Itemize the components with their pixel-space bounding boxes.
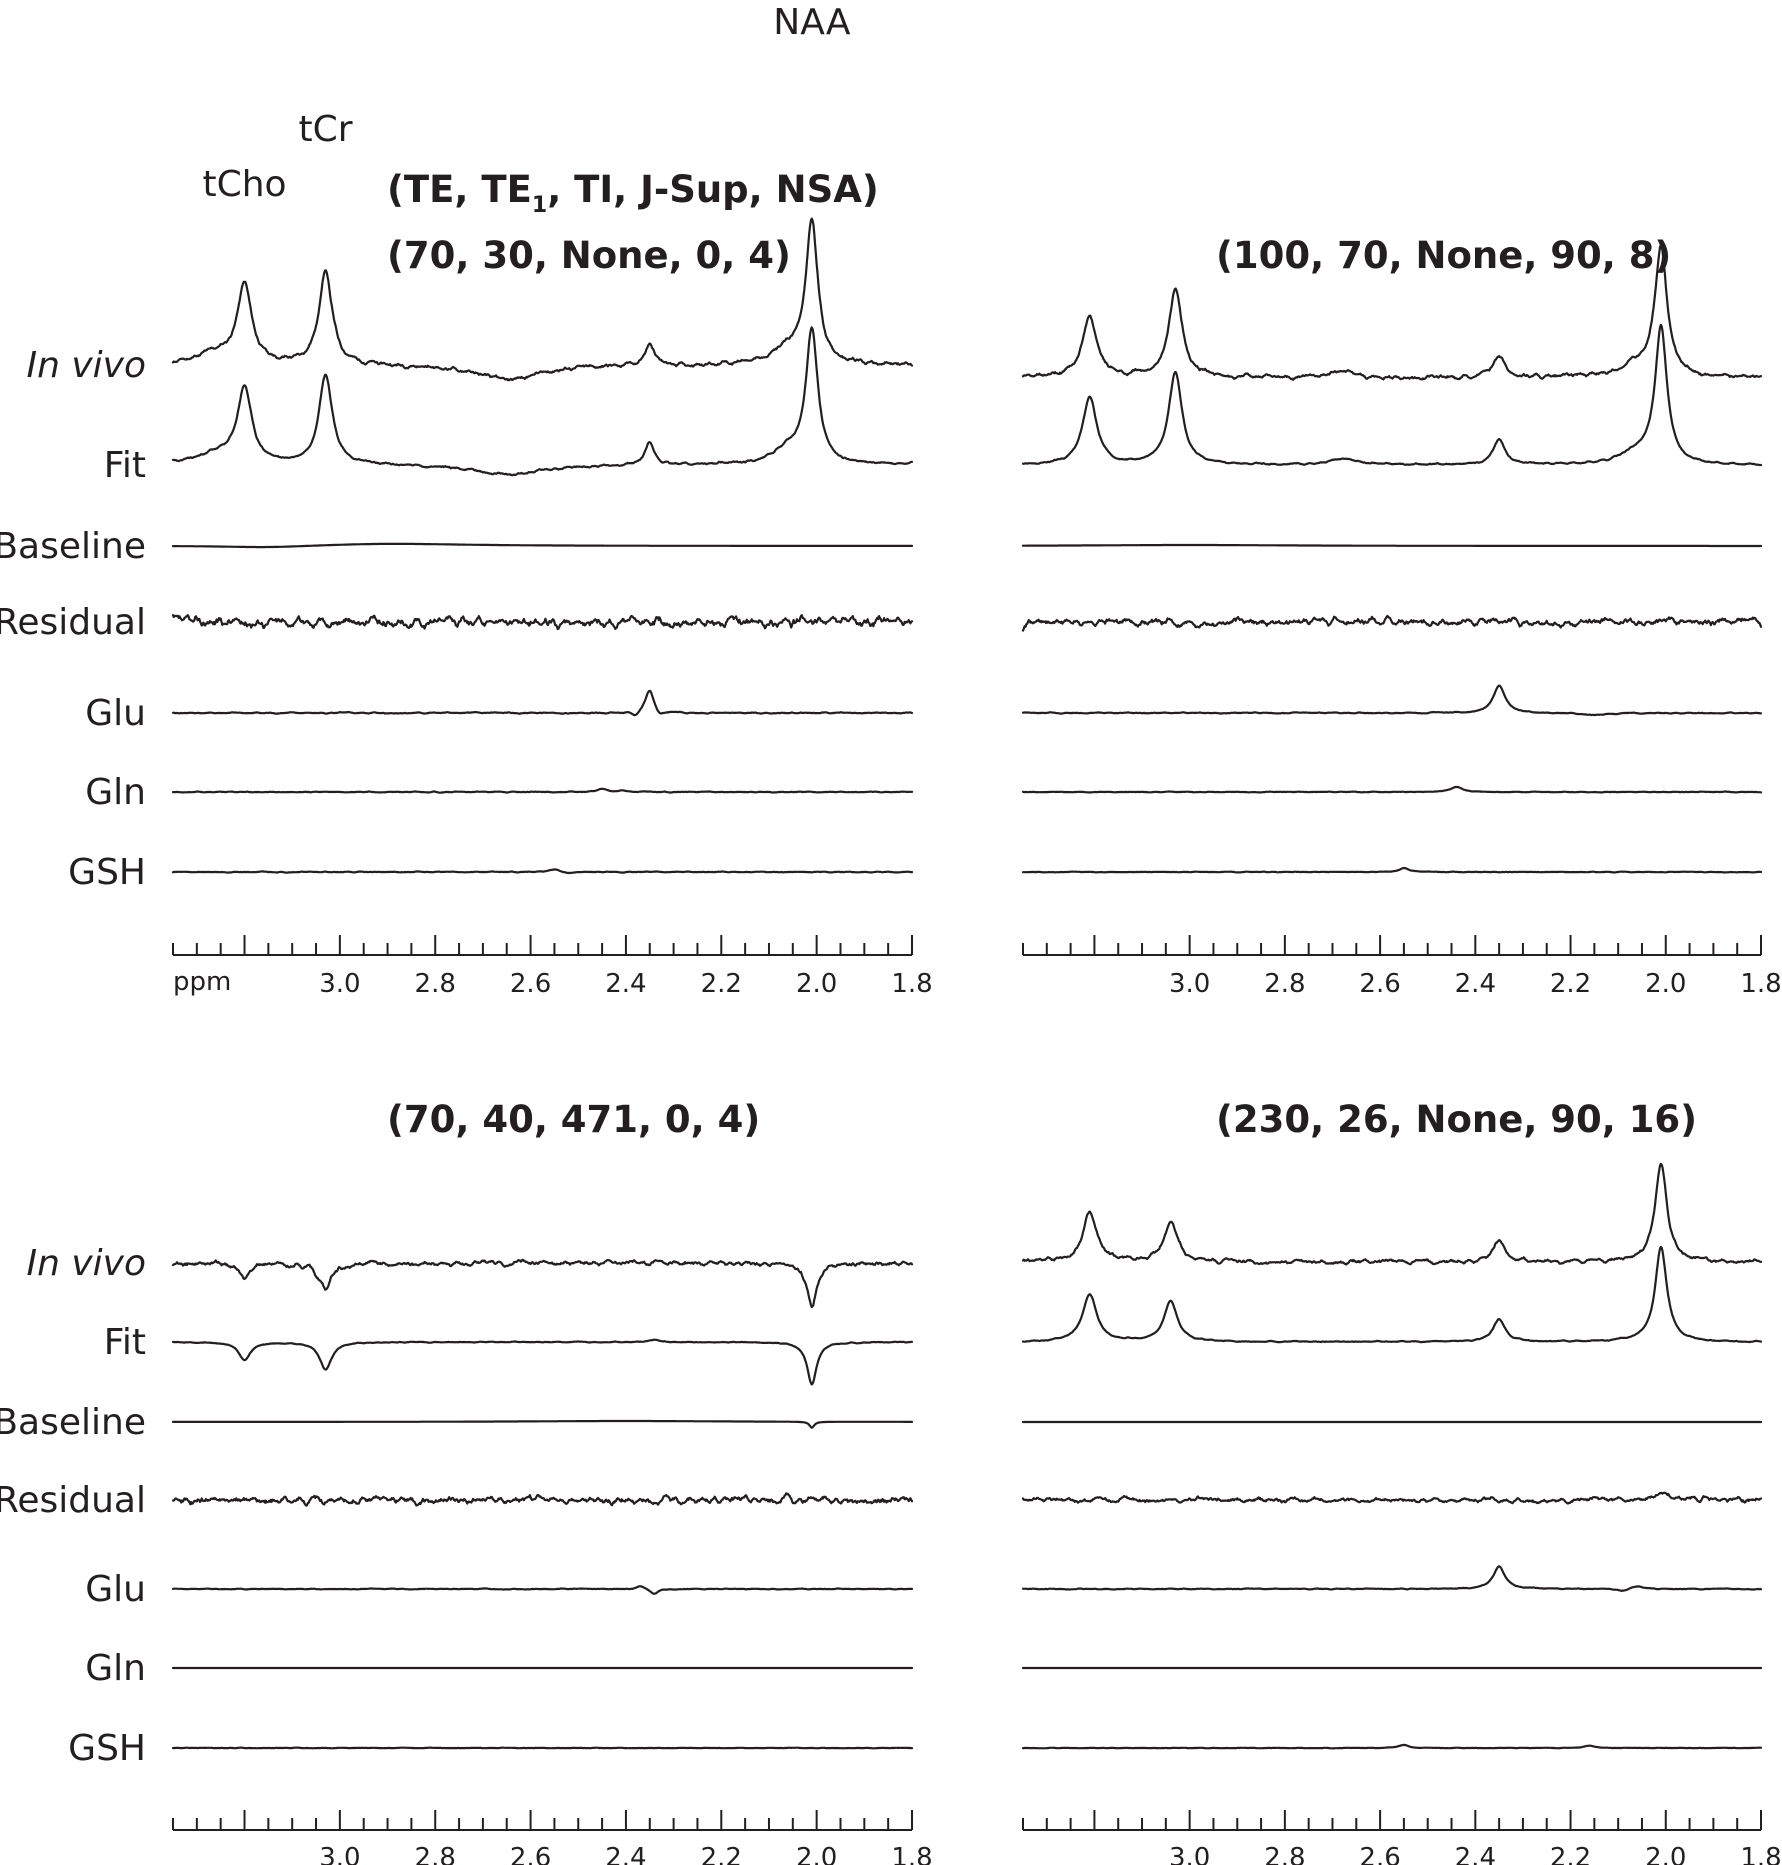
params-header-subscript: 1 [532,193,547,218]
trace-in-vivo [171,1258,914,1309]
trace-gsh [1021,866,1763,874]
peak-label-naa: NAA [773,2,851,43]
trace-fit [1021,1245,1763,1344]
tick-label: 2.6 [1359,1843,1400,1865]
trace-residual [1021,1491,1763,1505]
tick-label: 1.8 [1740,1843,1781,1865]
peak-label-tcho: tCho [202,164,286,205]
trace-residual [171,614,914,631]
trace-residual [1021,614,1763,632]
trace-baseline [1021,543,1763,548]
row-label-residual: Residual [0,602,146,643]
tick-label: 2.6 [510,1843,551,1865]
trace-gsh [1021,1743,1763,1750]
trace-baseline [171,542,914,549]
row-label-glu: Glu [85,693,146,734]
panel-top-right: (100, 70, None, 90, 8) 3.0 2.8 2.6 2.4 2.2 2.0… [1021,234,1782,999]
tick-label: 3.0 [1169,1843,1210,1865]
tick-label: 2.4 [1455,969,1496,999]
row-label-gsh: GSH [68,852,146,893]
params-header-part: (TE, TE [387,168,532,211]
trace-fit [171,1338,914,1386]
row-label-baseline: Baseline [0,526,146,567]
trace-residual [171,1492,914,1507]
row-label-gln: Gln [85,772,146,813]
trace-glu [1021,1565,1763,1592]
trace-glu [171,689,914,717]
trace-fit [171,326,914,477]
row-label-fit: Fit [104,445,146,486]
tick-label: 2.8 [1264,1843,1305,1865]
trace-gln [1021,785,1763,794]
params-header-part: , TI, J-Sup, NSA) [547,168,879,211]
tick-label: 2.8 [415,1843,456,1865]
row-label-in-vivo: In vivo [26,345,146,386]
row-label-gsh: GSH [68,1728,146,1769]
trace-glu [1021,684,1763,717]
panel-top-left: (70, 30, None, 0, 4) (TE, TE1, TI, J-Sup,… [0,2,933,999]
tick-label: 1.8 [891,969,932,999]
tick-label: 2.2 [1550,969,1591,999]
tick-label: 2.8 [1264,969,1305,999]
tick-label: 2.0 [1645,1843,1686,1865]
tick-label: 2.0 [796,1843,837,1865]
params-label: (230, 26, None, 90, 16) [1216,1098,1697,1141]
trace-in-vivo [1021,1162,1763,1266]
tick-label: 2.2 [701,969,742,999]
tick-label: 2.4 [605,969,646,999]
tick-label: 3.0 [319,969,360,999]
x-unit-label: ppm [173,967,231,997]
row-label-residual: Residual [0,1480,146,1521]
tick-label: 2.6 [1359,969,1400,999]
trace-baseline [171,1419,914,1429]
trace-gln [171,787,914,794]
params-label: (100, 70, None, 90, 8) [1216,234,1671,277]
tick-label: 3.0 [1169,969,1210,999]
tick-label: 2.0 [796,969,837,999]
row-label-fit: Fit [104,1322,146,1363]
row-label-in-vivo: In vivo [26,1243,146,1284]
trace-in-vivo [1021,243,1763,381]
panel-bottom-left: (70, 40, 471, 0, 4) In vivo Fit Baseline Res… [0,1098,933,1865]
params-label: (70, 30, None, 0, 4) [387,234,791,277]
panel-bottom-right: (230, 26, None, 90, 16) 3.0 2.8 2.6 2.4 2.2 2.… [1021,1098,1782,1865]
tick-label: 2.2 [1550,1843,1591,1865]
tick-label: 2.4 [1455,1843,1496,1865]
tick-label: 2.6 [510,969,551,999]
tick-label: 3.0 [319,1843,360,1865]
trace-glu [171,1585,914,1595]
peak-label-tcr: tCr [299,109,353,150]
params-label: (70, 40, 471, 0, 4) [387,1098,760,1141]
trace-gsh [171,868,914,875]
tick-label: 2.0 [1645,969,1686,999]
row-label-baseline: Baseline [0,1402,146,1443]
row-label-glu: Glu [85,1569,146,1610]
tick-label: 1.8 [1740,969,1781,999]
params-header: (TE, TE1, TI, J-Sup, NSA) [387,168,879,218]
trace-gsh [171,1746,914,1750]
tick-label: 2.8 [415,969,456,999]
row-label-gln: Gln [85,1648,146,1689]
tick-label: 1.8 [891,1843,932,1865]
tick-label: 2.2 [701,1843,742,1865]
trace-fit [1021,323,1763,467]
tick-label: 2.4 [605,1843,646,1865]
trace-in-vivo [171,217,914,382]
